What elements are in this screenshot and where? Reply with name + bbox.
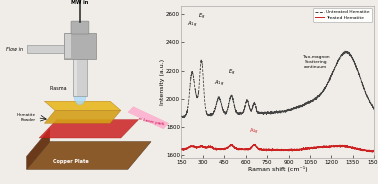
Ellipse shape	[74, 83, 86, 105]
Text: MW in: MW in	[71, 0, 88, 5]
Text: Two-magnon
Scattering
continuum: Two-magnon Scattering continuum	[302, 56, 330, 69]
Polygon shape	[26, 129, 50, 169]
FancyBboxPatch shape	[65, 34, 71, 58]
FancyBboxPatch shape	[71, 21, 89, 34]
Text: $A_{1g}$: $A_{1g}$	[187, 19, 198, 30]
Polygon shape	[128, 107, 169, 129]
Polygon shape	[45, 101, 121, 110]
Text: $E_g$: $E_g$	[228, 68, 235, 78]
Y-axis label: Intensity (a.u.): Intensity (a.u.)	[160, 59, 165, 105]
X-axis label: Raman shift (cm⁻¹): Raman shift (cm⁻¹)	[248, 166, 308, 172]
Polygon shape	[26, 142, 151, 169]
Text: Plasma: Plasma	[50, 86, 68, 91]
Legend: Untreated Hematite, Treated Hematite: Untreated Hematite, Treated Hematite	[313, 8, 372, 22]
Polygon shape	[45, 110, 121, 123]
Text: $E_g$: $E_g$	[198, 12, 206, 22]
Text: A$_{1g}$: A$_{1g}$	[249, 127, 259, 137]
Text: Copper Plate: Copper Plate	[53, 159, 89, 164]
FancyBboxPatch shape	[64, 33, 96, 59]
FancyBboxPatch shape	[26, 45, 64, 53]
Text: Flow in: Flow in	[6, 47, 23, 52]
Polygon shape	[39, 120, 139, 138]
FancyBboxPatch shape	[74, 50, 77, 96]
Text: Hematite
Powder: Hematite Powder	[17, 114, 36, 122]
Text: ← Laser path: ← Laser path	[138, 117, 164, 126]
FancyBboxPatch shape	[73, 50, 87, 96]
Text: $A_{1g}$: $A_{1g}$	[214, 78, 225, 89]
